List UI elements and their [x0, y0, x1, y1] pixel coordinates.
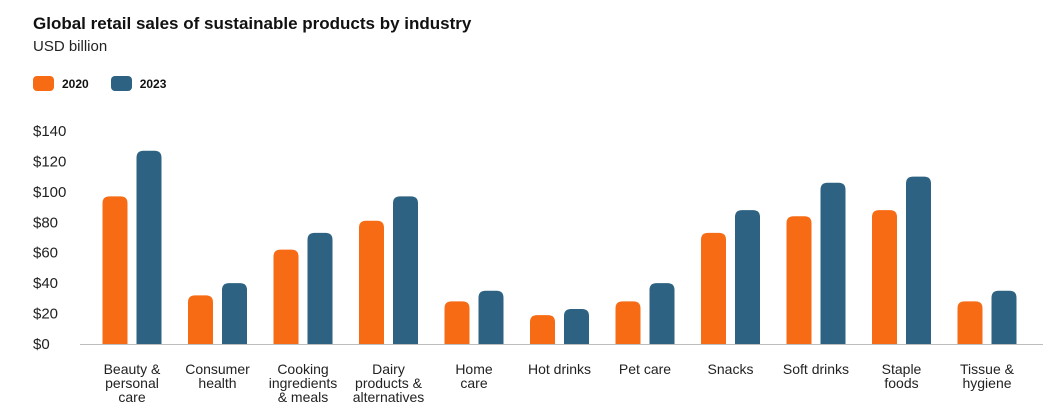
bar-2023: [222, 283, 247, 344]
bar-2020: [872, 210, 897, 344]
bar-2020: [188, 295, 213, 344]
x-tick-label: Beauty & personal care: [104, 361, 161, 405]
x-tick-label: Pet care: [619, 361, 671, 377]
y-tick-label: $0: [33, 336, 50, 353]
legend-item-2020: 2020: [33, 76, 89, 91]
y-tick-label: $120: [33, 153, 66, 170]
legend-label-2020: 2020: [62, 76, 89, 91]
bar-2020: [359, 220, 384, 344]
bar-2023: [906, 176, 931, 344]
x-tick-label: Staple foods: [882, 361, 922, 391]
legend: 2020 2023: [33, 76, 188, 91]
x-tick-label: Snacks: [708, 361, 754, 377]
bar-2020: [786, 216, 812, 344]
bar-2020: [530, 315, 555, 344]
y-tick-label: $80: [33, 214, 58, 231]
chart-title: Global retail sales of sustainable produ…: [33, 14, 472, 33]
legend-label-2023: 2023: [139, 76, 167, 91]
bar-2020: [701, 232, 726, 344]
bar-2023: [478, 290, 504, 344]
x-tick-label: Home care: [455, 361, 493, 391]
x-tick-label: Dairy products & alternatives: [353, 361, 425, 405]
bar-2023: [393, 196, 418, 344]
legend-item-2023: 2023: [110, 76, 167, 91]
y-tick-label: $100: [33, 184, 66, 201]
y-tick-label: $20: [33, 306, 58, 323]
bar-2023: [820, 182, 846, 344]
chart-subtitle: USD billion: [33, 38, 108, 55]
y-tick-label: $60: [33, 245, 58, 262]
bar-2020: [444, 301, 470, 344]
x-tick-label: Tissue & hygiene: [960, 361, 1015, 391]
bar-2023: [136, 150, 162, 344]
bar-2023: [649, 283, 675, 344]
bar-2023: [735, 210, 760, 344]
y-tick-label: $40: [33, 275, 58, 292]
y-tick-label: $140: [33, 123, 66, 140]
legend-swatch-2020: [33, 76, 54, 91]
bar-2023: [307, 232, 333, 344]
bar-2020: [957, 301, 983, 344]
bar-2020: [102, 196, 128, 344]
x-tick-label: Cooking ingredients & meals: [269, 361, 338, 405]
x-tick-label: Consumer health: [185, 361, 250, 391]
x-tick-label: Soft drinks: [783, 361, 849, 377]
bar-2023: [991, 290, 1017, 344]
x-tick-label: Hot drinks: [528, 361, 591, 377]
bar-2020: [615, 301, 641, 344]
bar-2020: [273, 249, 299, 344]
bar-2023: [564, 309, 589, 344]
legend-swatch-2023: [110, 76, 132, 91]
